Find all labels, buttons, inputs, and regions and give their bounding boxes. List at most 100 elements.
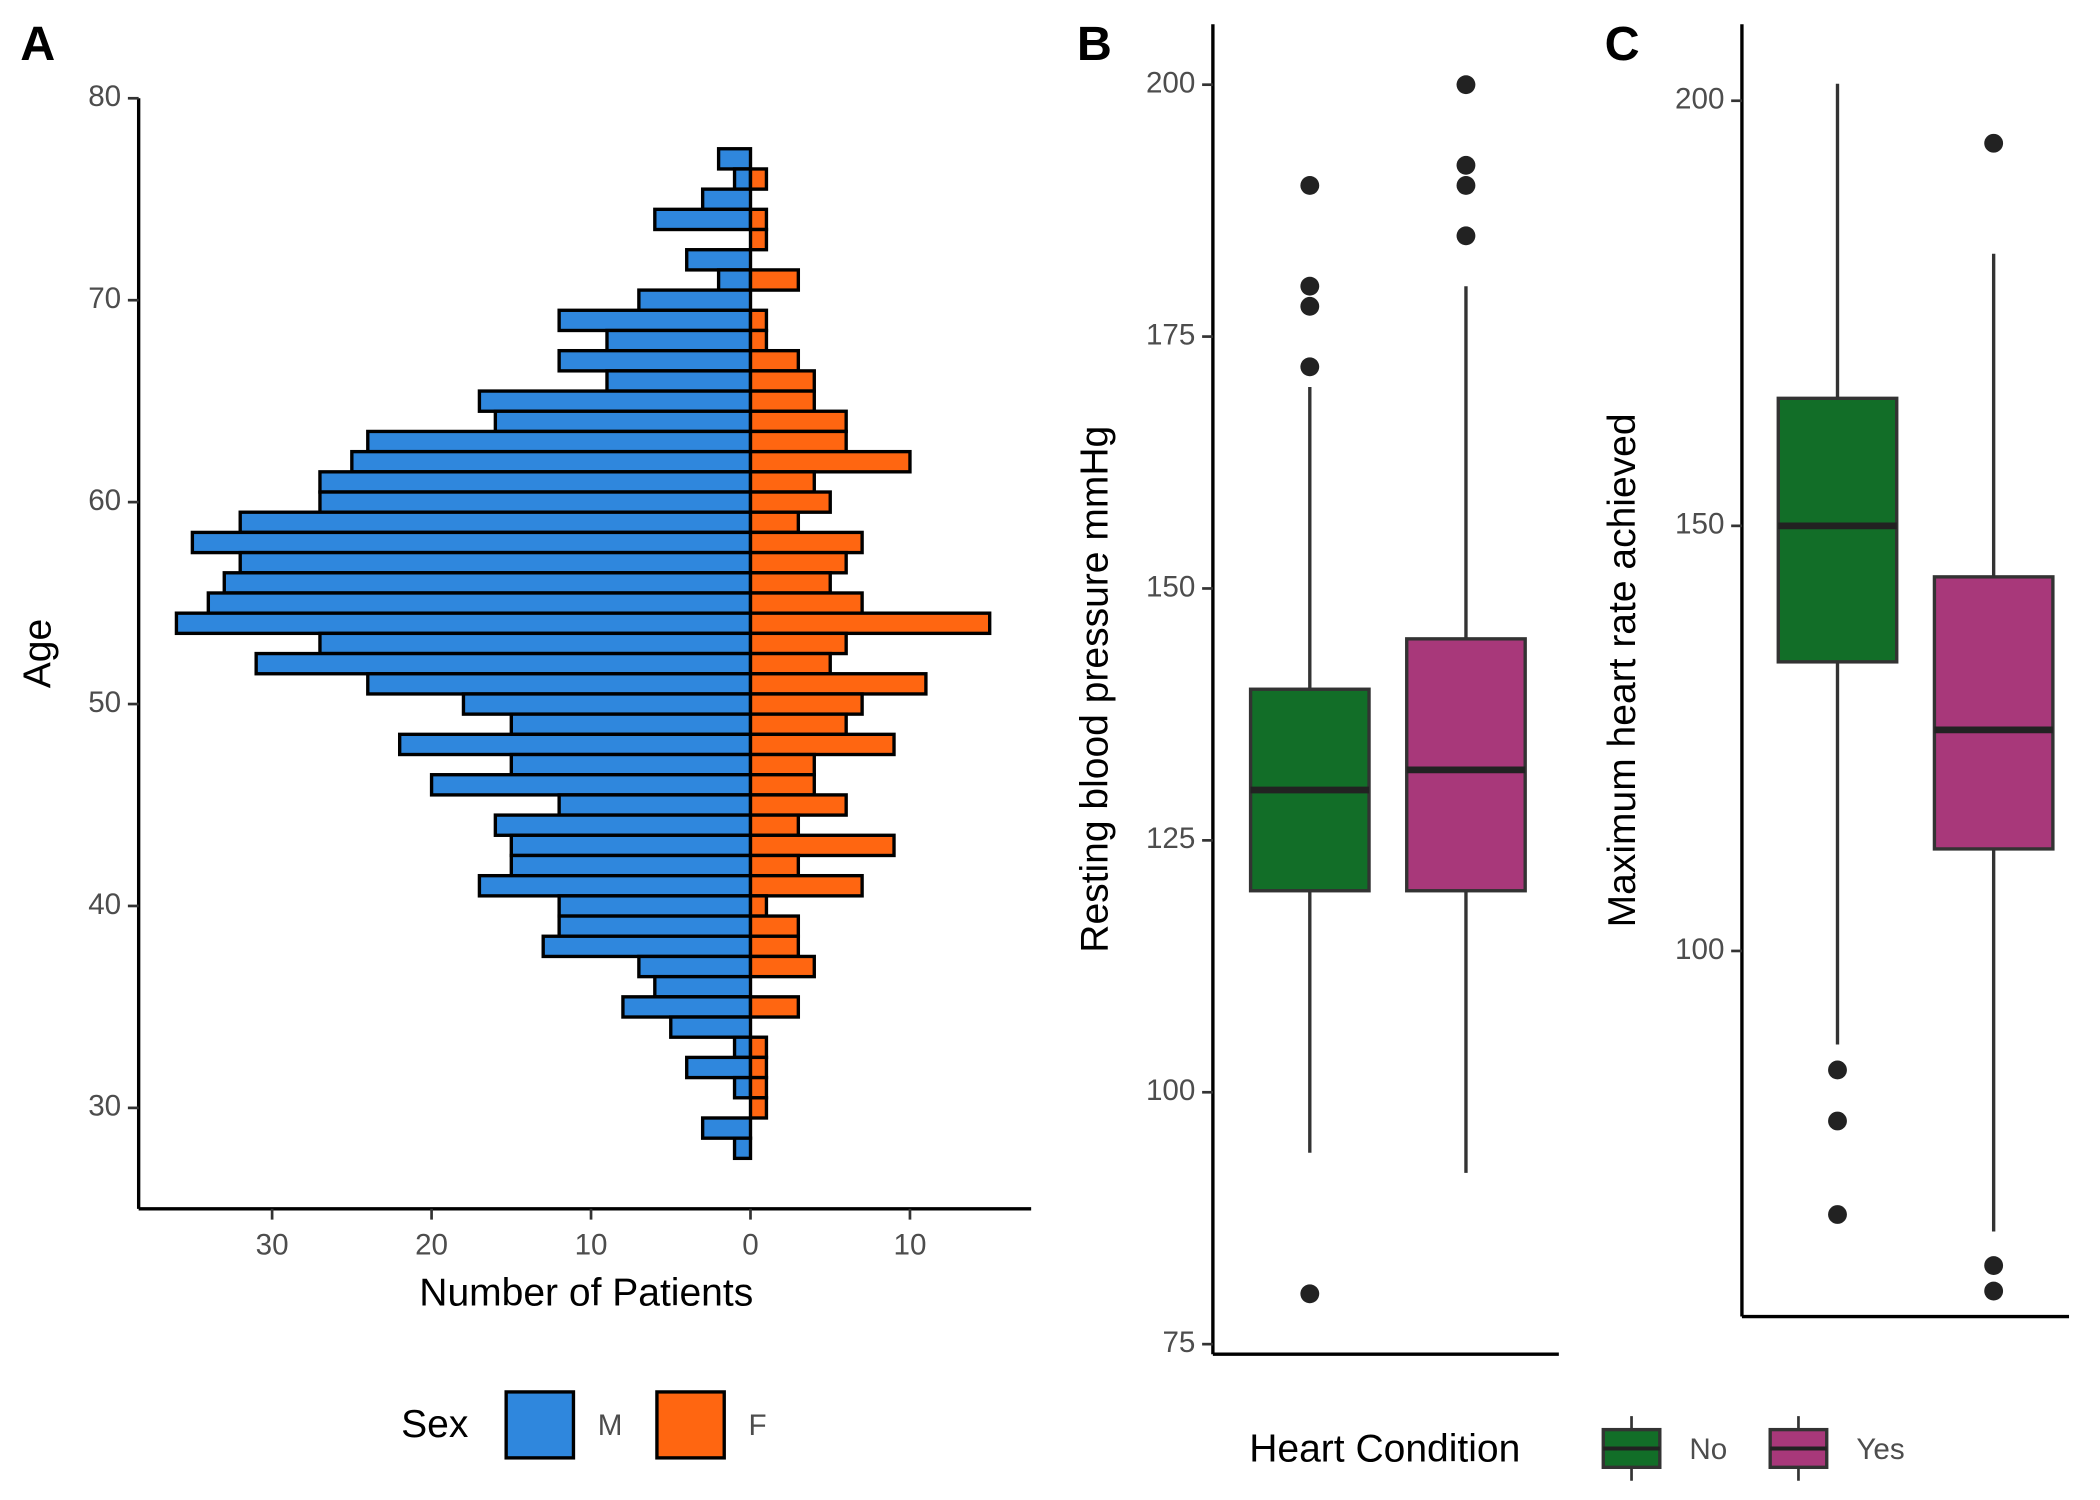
bar xyxy=(748,651,832,676)
bar xyxy=(557,348,753,373)
bar xyxy=(732,167,753,191)
y-tick-label: 200 xyxy=(1675,83,1724,116)
legend-key xyxy=(504,1390,576,1460)
outlier xyxy=(1456,155,1476,175)
bar xyxy=(748,449,912,474)
bar xyxy=(748,672,928,696)
y-tick-label: 150 xyxy=(1146,570,1195,603)
bar xyxy=(653,207,753,232)
outlier xyxy=(1984,1281,2004,1301)
bar xyxy=(493,409,753,434)
bar xyxy=(748,429,848,454)
bar xyxy=(653,974,753,999)
x-tick-label: 30 xyxy=(256,1228,289,1261)
bar xyxy=(748,328,769,353)
legend-label: Yes xyxy=(1856,1433,1904,1466)
bar xyxy=(509,853,753,878)
bar xyxy=(477,873,753,898)
bar xyxy=(397,732,753,757)
y-tick-label: 175 xyxy=(1146,318,1195,351)
x-tick-label: 10 xyxy=(575,1228,608,1261)
bar xyxy=(637,954,753,979)
bar xyxy=(748,510,801,535)
bar xyxy=(685,248,753,272)
bar xyxy=(350,449,753,474)
bar xyxy=(254,651,753,676)
outlier xyxy=(1456,176,1476,195)
bar xyxy=(748,369,816,393)
outlier xyxy=(1456,75,1476,95)
bar xyxy=(174,611,753,636)
bar xyxy=(477,389,753,413)
bar xyxy=(557,308,753,333)
bar xyxy=(748,550,848,575)
bar xyxy=(732,1075,753,1100)
bar xyxy=(748,631,848,656)
outlier xyxy=(1300,1284,1320,1304)
y-tick-label: 125 xyxy=(1146,822,1195,855)
bar xyxy=(700,1116,753,1140)
bar xyxy=(318,631,753,656)
bar xyxy=(557,894,753,918)
bar xyxy=(461,692,753,716)
bar xyxy=(716,268,753,292)
y-axis-title: Maximum heart rate achieved xyxy=(1601,413,1644,927)
bar xyxy=(366,672,753,696)
x-tick-label: 0 xyxy=(742,1228,758,1261)
bar xyxy=(509,712,753,737)
bar xyxy=(748,409,848,434)
y-tick-label: 70 xyxy=(88,282,121,315)
bar xyxy=(190,530,753,555)
x-tick-label: 20 xyxy=(415,1228,448,1261)
x-axis-title: Number of Patients xyxy=(419,1271,753,1314)
panel-tag: A xyxy=(20,17,55,71)
bar xyxy=(748,894,769,918)
bar xyxy=(748,227,769,252)
bar xyxy=(429,773,753,797)
bar xyxy=(748,308,769,333)
bar xyxy=(222,571,753,595)
bar xyxy=(318,490,753,514)
bar xyxy=(748,813,801,837)
bar xyxy=(748,470,816,494)
y-tick-label: 50 xyxy=(88,686,121,719)
bar xyxy=(748,712,848,737)
bar xyxy=(732,1136,753,1161)
bar xyxy=(669,1015,753,1039)
bar xyxy=(685,1055,753,1080)
bar xyxy=(238,550,753,575)
outlier xyxy=(1828,1060,1847,1080)
box xyxy=(1932,575,2055,851)
bar xyxy=(748,389,816,413)
bar xyxy=(748,571,832,595)
bar xyxy=(366,429,753,454)
legend-label: F xyxy=(748,1409,766,1442)
bar xyxy=(206,591,753,615)
bar xyxy=(748,692,864,716)
bar xyxy=(748,268,801,292)
bar xyxy=(748,732,896,757)
bar xyxy=(541,934,753,959)
bar xyxy=(748,954,816,979)
bar xyxy=(509,833,753,858)
box xyxy=(1776,396,1899,664)
y-tick-label: 60 xyxy=(88,484,121,517)
bar xyxy=(748,167,769,191)
bar xyxy=(748,914,801,938)
bar xyxy=(748,207,769,232)
bar xyxy=(509,752,753,777)
bar xyxy=(238,510,753,535)
legend-label: No xyxy=(1689,1433,1727,1466)
legend-title: Heart Condition xyxy=(1249,1427,1520,1470)
bar xyxy=(318,470,753,494)
panel-tag: B xyxy=(1077,17,1112,71)
bar xyxy=(716,147,753,171)
bar xyxy=(748,1096,769,1120)
box xyxy=(1405,637,1527,893)
bar xyxy=(748,853,801,878)
outlier xyxy=(1300,296,1320,316)
y-tick-label: 150 xyxy=(1675,508,1724,541)
outlier xyxy=(1828,1111,1847,1131)
